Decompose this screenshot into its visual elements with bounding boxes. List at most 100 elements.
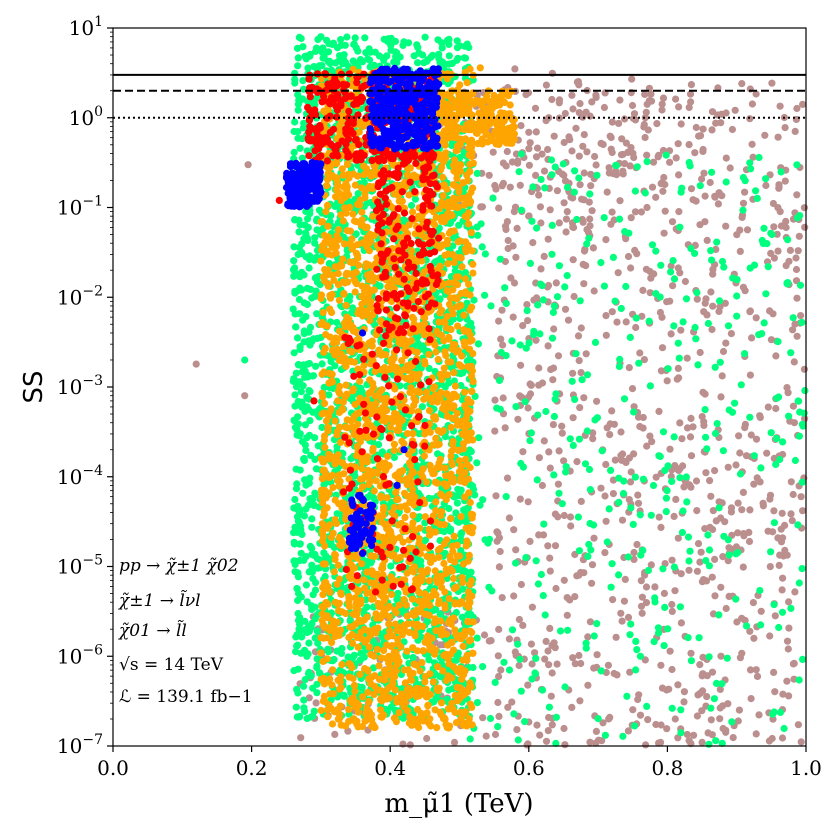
scatter-point [552,390,560,398]
scatter-point [336,389,344,397]
scatter-point [354,190,362,198]
scatter-point [516,495,524,503]
scatter-point [651,583,659,591]
scatter-point [292,703,300,711]
scatter-point [503,474,512,482]
scatter-point [685,566,693,574]
scatter-point [313,689,321,697]
scatter-point [733,231,741,239]
scatter-point [450,738,459,747]
scatter-point [525,161,534,169]
scatter-point [481,291,489,299]
scatter-point [241,392,249,400]
scatter-point [801,387,809,395]
scatter-point [785,624,793,632]
scatter-point [532,336,540,344]
scatter-point [425,364,433,373]
scatter-point [706,178,714,187]
scatter-point [524,681,532,689]
scatter-point [617,609,625,617]
scatter-point [532,557,540,565]
scatter-point [774,247,782,255]
scatter-point [421,519,429,527]
scatter-point [310,63,318,71]
scatter-point [357,649,365,657]
scatter-point [511,648,519,656]
scatter-point [310,99,318,107]
scatter-point [491,678,499,687]
scatter-point [687,244,695,253]
scatter-point [447,525,455,533]
scatter-point [753,672,762,681]
scatter-point [526,537,534,546]
scatter-point [548,95,556,104]
scatter-point [705,562,714,570]
scatter-point [794,721,803,729]
scatter-point [443,371,451,379]
scatter-point [692,123,700,132]
scatter-point [722,178,730,186]
scatter-point [300,454,308,463]
scatter-point [781,124,789,132]
scatter-point [290,243,298,251]
scatter-point [789,660,798,668]
scatter-point [465,280,473,288]
scatter-point [324,645,332,653]
scatter-point [578,195,586,203]
scatter-point [360,171,368,179]
scatter-point [746,627,754,635]
scatter-point [605,715,613,723]
scatter-point [325,259,333,268]
scatter-point [692,197,700,205]
scatter-point [791,127,799,135]
scatter-point [491,396,499,404]
scatter-point [536,731,544,739]
scatter-point [574,78,583,86]
scatter-point [590,287,598,295]
scatter-point [720,263,728,271]
scatter-point [562,215,571,223]
scatter-point [588,207,596,215]
scatter-point [467,610,475,619]
scatter-point [384,452,392,460]
scatter-point [571,660,579,668]
scatter-point [294,100,302,108]
scatter-point [571,395,579,403]
scatter-point [409,653,417,662]
scatter-point [546,206,554,214]
scatter-point [311,489,319,497]
scatter-point [586,190,594,198]
scatter-point [690,731,698,739]
scatter-point [335,226,343,234]
scatter-point [698,413,706,421]
scatter-point [510,710,518,718]
scatter-point [431,258,439,266]
scatter-point [531,104,540,112]
scatter-point [785,257,793,265]
scatter-point [666,647,674,655]
scatter-point [734,717,742,725]
scatter-point [435,205,444,213]
scatter-point [546,464,554,472]
scatter-point [403,430,411,438]
scatter-point [495,672,503,681]
scatter-point [300,271,308,279]
scatter-point [552,713,561,721]
scatter-point [300,556,308,564]
scatter-point [587,182,595,190]
scatter-point [354,643,362,651]
scatter-point [293,44,302,52]
scatter-point [707,492,715,500]
scatter-point [607,466,615,474]
scatter-point [291,118,299,126]
scatter-point [352,230,360,238]
scatter-point [767,336,776,344]
scatter-point [564,626,572,634]
scatter-point [450,574,458,583]
scatter-point [461,54,470,62]
scatter-point [505,635,513,643]
scatter-point [734,499,742,507]
scatter-point [393,596,401,604]
scatter-point [636,511,644,519]
scatter-point [503,147,511,156]
